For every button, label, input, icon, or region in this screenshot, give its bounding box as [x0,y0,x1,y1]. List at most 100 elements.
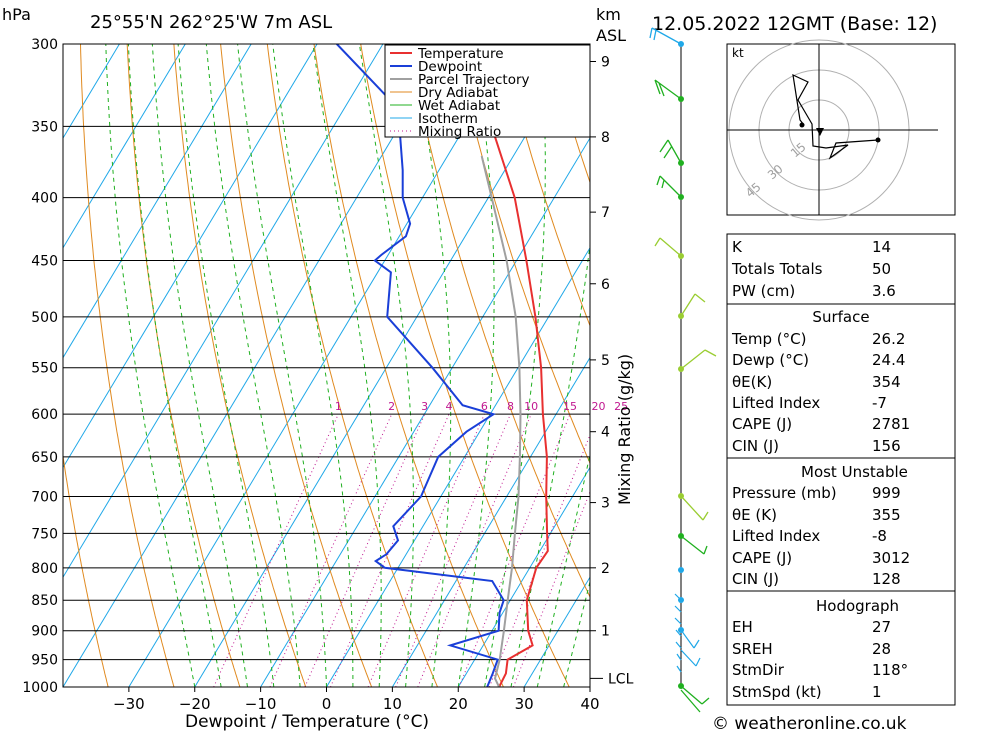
surface-box [726,303,956,459]
wet-adiabat [510,241,590,687]
isotherm--30 [128,44,516,687]
wet-adiabat [412,44,452,687]
mixing-ratio-line-4 [330,414,450,687]
wet-adiabat [358,44,414,687]
wet-adiabat [151,44,248,687]
index-value-k: 14 [872,238,891,256]
hodo-value: 27 [872,618,891,636]
hodo-label: StmDir [732,661,785,679]
mixing-ratio-line-6 [367,414,485,687]
mixing-ratio-label-2: 2 [388,400,395,413]
surface-value: 24.4 [872,351,905,369]
dry-adiabat [963,35,1000,687]
pressure-tick-350: 350 [31,119,58,135]
mu-value: 128 [872,570,901,588]
sounding-series [336,44,549,687]
x-tick-label-40: 40 [580,695,599,713]
surface-value: 2781 [872,415,910,433]
hodo-label: SREH [732,640,773,658]
mu-label: Pressure (mb) [732,484,837,502]
most-unstable-title: Most Unstable [801,463,908,481]
surface-value: 156 [872,437,901,455]
storm-motion-marker [816,128,824,136]
pressure-tick-900: 900 [31,624,58,640]
wind-barb [680,349,717,370]
dry-adiabat [313,44,504,687]
wet-adiabat [312,44,382,687]
mu-label: θE (K) [732,506,777,524]
mixing-ratio-label-15: 15 [563,400,577,413]
pressure-tick-650: 650 [31,450,58,466]
legend-temperature: Temperature [417,46,504,62]
dry-adiabat [500,44,590,327]
km-axis-label: km [596,5,621,24]
surface-label: Lifted Index [732,394,820,412]
isotherm--90 [63,44,120,140]
mixing-ratio-line-1 [213,413,339,687]
legend-box [384,44,591,138]
mu-label: CIN (J) [732,570,779,588]
isotherm--80 [63,44,186,249]
wind-barb [680,685,710,713]
pressure-tick-600: 600 [31,407,58,423]
x-tick-label--30: −30 [113,695,145,713]
mixing-ratio-line-3 [304,413,426,687]
isotherm-10 [391,356,590,687]
pressure-tick-450: 450 [31,254,58,270]
km-tick-label-6: 6 [601,277,610,293]
mixing-ratio-line-15 [458,414,571,687]
wind-barb [654,79,682,100]
wet-adiabat [272,44,354,687]
isotherm--60 [63,44,318,469]
wind-barb [680,495,709,521]
index-value-pw: 3.6 [872,282,896,300]
pressure-tick-850: 850 [31,593,58,609]
hodograph-trace [792,73,879,160]
km-tick-label-3: 3 [601,496,610,512]
hodo-label: StmSpd (kt) [732,683,822,701]
series-temperature [474,44,549,687]
mu-value: 3012 [872,549,910,567]
location-title: 25°55'N 262°25'W 7m ASL [90,12,332,33]
temperature-tick-labels: −30 −20 −10 0 10 20 30 40 [113,687,600,713]
pressure-tick-500: 500 [31,310,58,326]
mixing-ratio-label-25: 25 [614,400,628,413]
surface-value: 354 [872,373,901,391]
wet-adiabat [127,44,222,687]
asl-axis-label: ASL [596,26,626,45]
mixing-ratio-axis-title: Mixing Ratio (g/kg) [615,354,634,505]
surface-label: CAPE (J) [732,415,792,433]
legend-parcel: Parcel Trajectory [418,72,530,88]
surface-value: -7 [872,394,887,412]
index-label-pw: PW (cm) [732,282,795,300]
isotherm-30 [523,576,590,687]
isotherm--40 [63,44,450,687]
legend-wet-adiabat: Wet Adiabat [418,98,500,114]
wind-point [678,567,684,573]
plot-frame [62,43,591,688]
index-label-k: K [732,238,743,256]
km-tick-label-5: 5 [601,353,610,369]
mixing-ratio-label-20: 20 [592,400,606,413]
mixing-ratio-line-2 [269,413,393,687]
mixing-ratio-label-3: 3 [421,400,428,413]
wet-adiabat [484,44,546,687]
hodo-value: 28 [872,640,891,658]
hodograph-panel: kt 15 30 45 [726,39,956,221]
x-tick-label--10: −10 [245,695,277,713]
isotherm--20 [194,44,581,687]
x-axis-title: Dewpoint / Temperature (°C) [185,712,429,732]
pressure-tick-550: 550 [31,361,58,377]
hodograph-unit-label: kt [732,46,744,60]
km-scale: 1 2 3 4 5 6 7 8 9 LCL [590,55,634,687]
dry-adiabat [360,44,570,687]
pressure-tick-950: 950 [31,653,58,669]
mixing-ratio-label-6: 6 [481,400,488,413]
dry-adiabat [126,44,241,687]
km-tick-label-2: 2 [601,561,610,577]
legend-isotherm: Isotherm [418,111,478,127]
mixing-ratio-label-4: 4 [445,400,452,413]
pressure-tick-1000: 1000 [22,680,58,696]
dry-adiabat [220,44,373,687]
